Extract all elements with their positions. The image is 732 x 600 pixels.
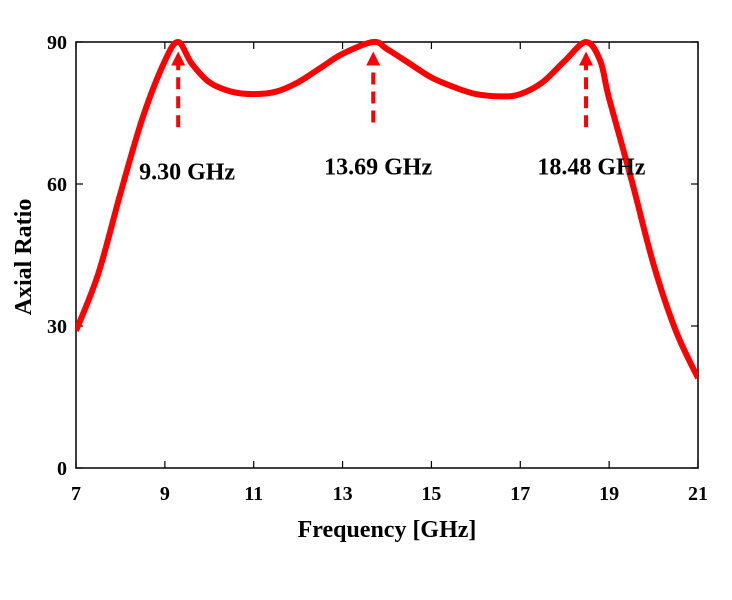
x-tick-label: 7 [71, 483, 81, 505]
peak-frequency-label: 18.48 GHz [537, 155, 645, 181]
annotation-arrow-head [579, 51, 594, 66]
x-axis-title: Frequency [GHz] [298, 517, 477, 543]
x-tick-labels: 7 9 11 13 15 17 19 21 [71, 483, 708, 505]
x-tick-label: 11 [244, 483, 263, 505]
x-tick-label: 17 [510, 483, 530, 505]
plot-frame [75, 41, 699, 469]
peak-frequency-label: 13.69 GHz [324, 155, 432, 181]
annotation-arrow-head [366, 51, 381, 66]
axial-ratio-line [76, 38, 698, 380]
tick-marks [75, 41, 699, 469]
y-tick-label: 0 [57, 458, 67, 480]
x-tick-label: 15 [421, 483, 441, 505]
y-axis-title: Axial Ratio [11, 199, 37, 316]
x-tick-label: 19 [599, 483, 619, 505]
y-tick-label: 90 [47, 32, 67, 54]
y-tick-label: 60 [47, 174, 67, 196]
annotations: 9.30 GHz 13.69 GHz 18.48 GHz [139, 51, 646, 185]
peak-frequency-label: 9.30 GHz [139, 159, 235, 185]
annotation-arrow-head [171, 51, 186, 66]
y-tick-labels: 0 30 60 90 [47, 32, 67, 480]
y-tick-label: 30 [47, 316, 67, 338]
series-layer [76, 38, 698, 380]
x-tick-label: 13 [333, 483, 353, 505]
x-tick-label: 9 [160, 483, 170, 505]
x-tick-label: 21 [688, 483, 708, 505]
